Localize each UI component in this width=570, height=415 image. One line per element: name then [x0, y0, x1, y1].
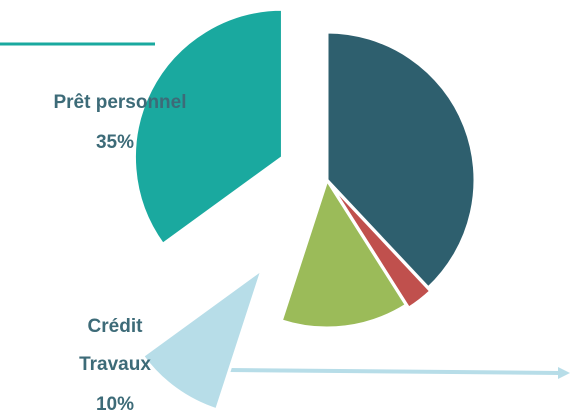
pie-slice: [328, 182, 433, 311]
slice-label: Crédit Travaux: [79, 316, 151, 375]
pie-slice: [279, 176, 409, 330]
slice-label: Prêt personnel: [53, 92, 187, 113]
pie-slice: [140, 265, 266, 412]
arrow-line: [227, 368, 561, 375]
slice-value-label: 10%: [95, 394, 135, 415]
pie-slice: [325, 30, 477, 291]
pie-slice: [133, 7, 284, 247]
arrow-head: [558, 367, 570, 379]
slice-value-label: 35%: [95, 132, 135, 153]
